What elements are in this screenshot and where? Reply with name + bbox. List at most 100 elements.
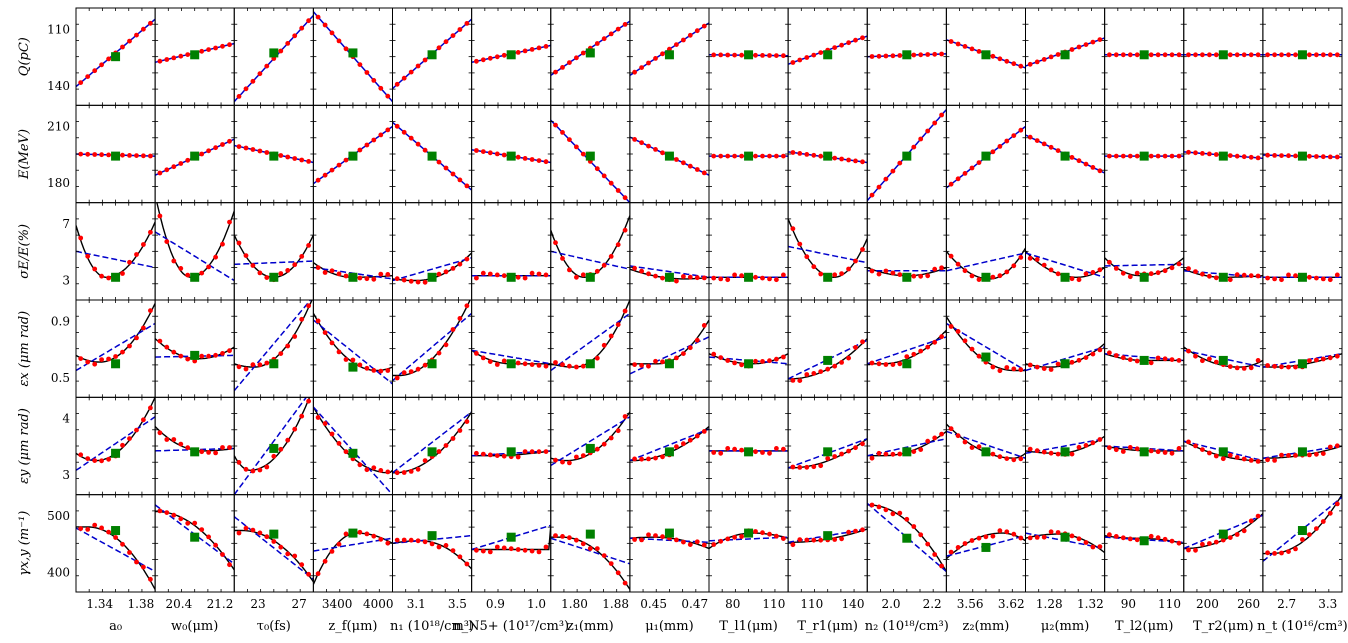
scatter-point	[1055, 148, 1061, 154]
panel-r3-c7	[629, 299, 710, 398]
scatter-point	[120, 442, 125, 448]
y-tick-label: 210	[47, 120, 70, 134]
scatter-point	[890, 511, 896, 517]
panel-r5-c0	[75, 494, 156, 593]
baseline-marker	[1297, 526, 1307, 536]
scatter-point	[804, 152, 810, 157]
scatter-point	[955, 41, 961, 47]
scatter-point	[846, 448, 851, 454]
x-axis-label: n₁ (10¹⁸/cm³)	[390, 619, 474, 634]
scatter-point	[615, 188, 621, 193]
panel-r4-c15	[1262, 396, 1343, 496]
baseline-marker	[427, 272, 437, 282]
scatter-point	[78, 356, 84, 361]
baseline-marker	[269, 272, 279, 282]
scatter-point	[336, 349, 342, 355]
quadratic-fit-curve	[313, 406, 393, 474]
scatter-point	[1011, 133, 1017, 139]
scatter-point	[601, 36, 607, 42]
x-tick-label: 4000	[363, 597, 394, 611]
scatter-point	[797, 378, 803, 383]
scatter-point	[450, 436, 456, 441]
scatter-point	[781, 446, 786, 452]
scatter-point	[753, 449, 758, 455]
scatter-point	[660, 150, 665, 156]
scatter-point	[1320, 451, 1326, 456]
scatter-point	[436, 45, 442, 51]
scatter-point	[1083, 161, 1089, 167]
scatter-point	[1307, 153, 1312, 159]
scatter-point	[1307, 358, 1312, 364]
scatter-point	[1134, 52, 1140, 58]
panel-r5-c15	[1262, 494, 1343, 593]
linear-fit-line	[867, 502, 947, 573]
baseline-marker	[823, 151, 833, 161]
scatter-point	[1327, 52, 1333, 58]
panel-frame	[75, 299, 156, 398]
scatter-point	[236, 144, 242, 150]
scatter-point	[487, 150, 493, 156]
scatter-point	[357, 275, 363, 281]
scatter-point	[1334, 272, 1340, 278]
scatter-point	[846, 529, 851, 535]
scatter-point	[1227, 52, 1233, 58]
scatter-point	[818, 537, 824, 543]
scatter-point	[790, 464, 796, 470]
scatter-point	[508, 546, 514, 552]
scatter-point	[164, 239, 170, 245]
scatter-point	[371, 137, 377, 143]
scatter-point	[474, 148, 479, 153]
scatter-point	[674, 444, 679, 450]
baseline-marker	[981, 50, 991, 60]
scatter-point	[869, 268, 875, 274]
x-tick-label: 23	[250, 597, 265, 611]
scatter-point	[436, 350, 442, 356]
scatter-point	[725, 277, 731, 283]
scatter-point	[560, 459, 565, 465]
panel-r2-c13	[1104, 202, 1185, 301]
scatter-point	[415, 279, 421, 285]
scatter-point	[494, 151, 500, 157]
scatter-point	[357, 362, 363, 368]
scatter-point	[92, 266, 98, 272]
scatter-point	[408, 369, 414, 374]
baseline-marker	[1297, 447, 1307, 457]
scatter-point	[106, 529, 111, 535]
scatter-point	[480, 57, 486, 63]
scatter-point	[955, 176, 961, 182]
scatter-point	[639, 537, 644, 543]
scatter-point	[1034, 257, 1040, 262]
scatter-point	[1127, 274, 1133, 280]
scatter-point	[962, 439, 968, 445]
scatter-point	[797, 465, 803, 470]
scatter-point	[236, 240, 242, 246]
scatter-point	[206, 450, 212, 455]
scatter-point	[674, 278, 679, 284]
scatter-point	[594, 166, 600, 172]
scatter-point	[250, 78, 256, 84]
scatter-point	[378, 85, 384, 91]
scatter-point	[918, 532, 924, 538]
linear-fit-line	[1104, 263, 1184, 267]
panel-r3-c15	[1262, 299, 1343, 398]
scatter-point	[760, 53, 765, 58]
y-axis-label: γx,y (m⁻¹)	[17, 511, 32, 576]
scatter-point	[474, 351, 479, 356]
scatter-point	[329, 549, 335, 554]
scatter-point	[553, 360, 558, 365]
scatter-point	[357, 462, 363, 468]
scatter-point	[501, 152, 507, 158]
scatter-point	[1120, 270, 1126, 276]
scatter-point	[818, 369, 824, 374]
scatter-point	[401, 537, 407, 543]
scatter-point	[1293, 453, 1298, 458]
scatter-point	[962, 338, 968, 344]
y-tick-label: 0.9	[51, 314, 70, 328]
scatter-point	[1083, 271, 1089, 277]
linear-fit-line	[867, 336, 947, 365]
x-tick-label: 20.4	[166, 597, 193, 611]
scatter-point	[1200, 447, 1205, 452]
scatter-point	[171, 349, 177, 355]
panel-frame	[1183, 299, 1264, 398]
scatter-point	[243, 466, 249, 472]
